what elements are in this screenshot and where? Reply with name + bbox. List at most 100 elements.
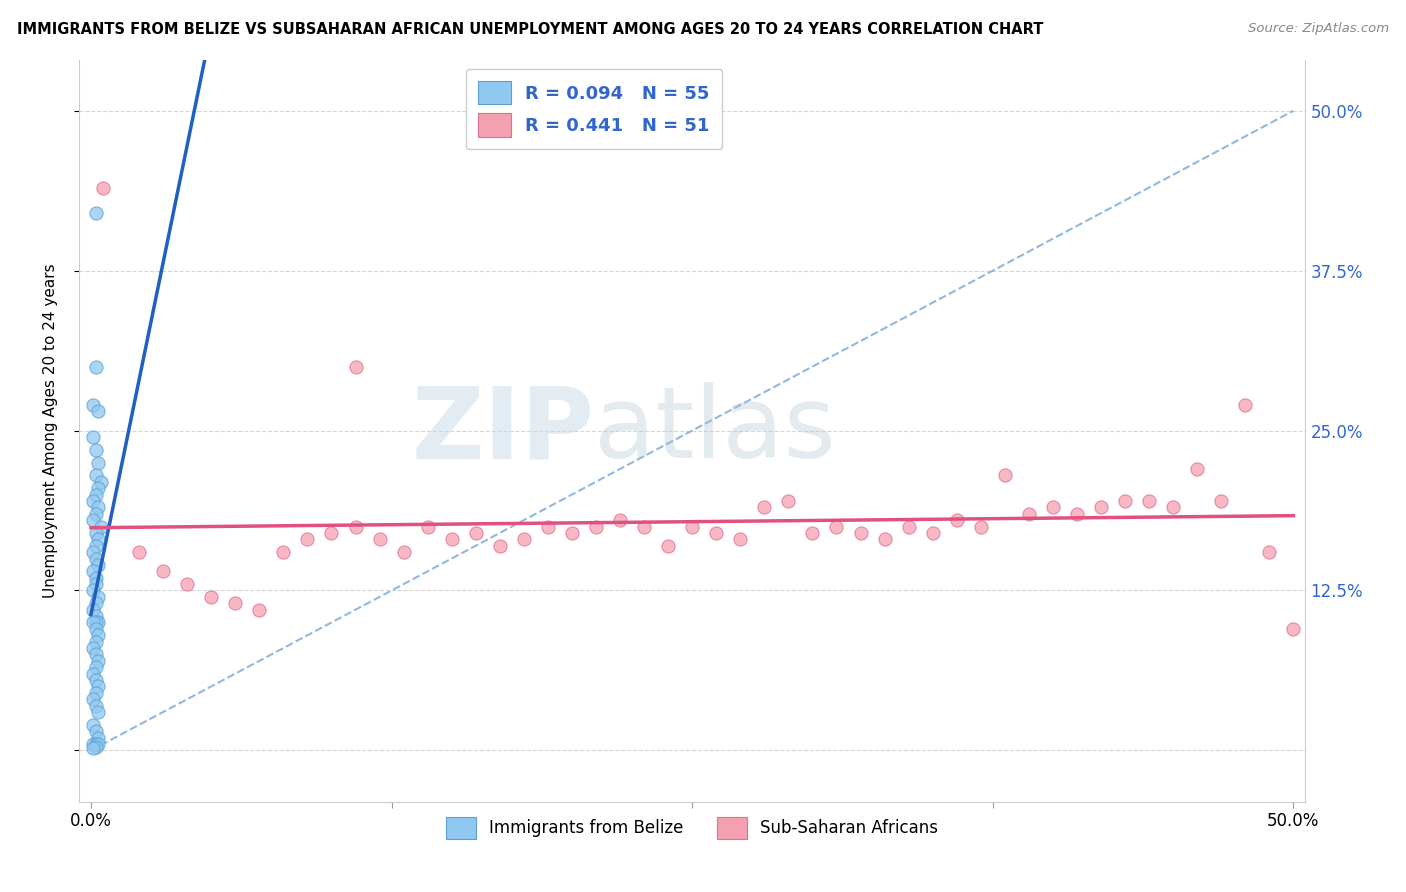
Point (84, 622, 107, 636)
Point (754, 500, 776, 515)
Point (84, 634, 107, 648)
Point (633, 519, 655, 533)
Point (82, 398, 104, 412)
Point (1042, 500, 1064, 515)
Point (825, 519, 848, 533)
Point (82, 641, 104, 656)
Point (84, 577, 107, 591)
Point (416, 519, 439, 533)
Point (970, 519, 993, 533)
Point (84, 206, 107, 220)
Point (488, 539, 510, 553)
Point (730, 533, 752, 547)
Point (513, 533, 536, 547)
Point (84, 551, 107, 566)
Point (84, 609, 107, 624)
Point (897, 519, 920, 533)
Point (609, 513, 631, 527)
Point (1185, 462, 1208, 476)
Point (392, 545, 415, 559)
Point (1114, 494, 1136, 508)
Point (297, 533, 319, 547)
Point (82, 666, 104, 681)
Point (1161, 500, 1184, 515)
Point (87, 654, 110, 668)
Point (84, 442, 107, 457)
Text: Source: ZipAtlas.com: Source: ZipAtlas.com (1249, 22, 1389, 36)
Point (82, 494, 104, 508)
Point (87, 456, 110, 470)
Point (1234, 398, 1257, 412)
Point (84, 739, 107, 754)
Text: atlas: atlas (595, 382, 835, 479)
Point (704, 525, 727, 540)
Point (344, 359, 367, 374)
Point (87, 737, 110, 751)
Point (464, 525, 486, 540)
Point (87, 533, 110, 547)
Point (849, 525, 872, 540)
Y-axis label: Unemployment Among Ages 20 to 24 years: Unemployment Among Ages 20 to 24 years (44, 263, 58, 598)
Point (84, 686, 107, 700)
Point (84, 525, 107, 540)
Point (87, 680, 110, 694)
Point (82, 430, 104, 444)
Point (224, 596, 246, 610)
Point (90, 475, 112, 489)
Point (84, 698, 107, 713)
Point (84, 539, 107, 553)
Point (657, 539, 679, 553)
Point (247, 603, 270, 617)
Point (273, 545, 295, 559)
Point (82, 603, 104, 617)
Point (440, 533, 463, 547)
Point (1090, 500, 1112, 515)
Point (176, 577, 198, 591)
Point (82, 718, 104, 732)
Point (681, 519, 703, 533)
Point (84, 615, 107, 630)
Point (84, 487, 107, 501)
Point (921, 525, 943, 540)
Point (90, 519, 112, 533)
Point (321, 525, 343, 540)
Point (87, 500, 110, 515)
Point (82, 740, 104, 755)
Point (84, 507, 107, 521)
Point (87, 731, 110, 745)
Point (82, 545, 104, 559)
Point (87, 615, 110, 630)
Point (82, 615, 104, 630)
Point (82, 692, 104, 706)
Point (368, 533, 391, 547)
Point (945, 513, 967, 527)
Point (1066, 507, 1088, 521)
Point (82, 737, 104, 751)
Point (87, 404, 110, 418)
Point (87, 558, 110, 572)
Point (84, 737, 107, 751)
Point (84, 468, 107, 483)
Point (84, 724, 107, 739)
Point (200, 590, 222, 604)
Point (585, 519, 607, 533)
Point (82, 564, 104, 578)
Point (1137, 494, 1160, 508)
Point (128, 545, 150, 559)
Point (1258, 545, 1281, 559)
Point (84, 648, 107, 662)
Point (873, 533, 896, 547)
Point (82, 513, 104, 527)
Point (1282, 622, 1305, 636)
Point (82, 583, 104, 598)
Point (87, 590, 110, 604)
Point (87, 628, 110, 642)
Point (1211, 494, 1233, 508)
Point (1018, 507, 1040, 521)
Point (994, 468, 1017, 483)
Legend: Immigrants from Belize, Sub-Saharan Africans: Immigrants from Belize, Sub-Saharan Afri… (439, 811, 945, 846)
Point (537, 519, 560, 533)
Text: ZIP: ZIP (411, 382, 595, 479)
Point (778, 494, 800, 508)
Point (561, 525, 583, 540)
